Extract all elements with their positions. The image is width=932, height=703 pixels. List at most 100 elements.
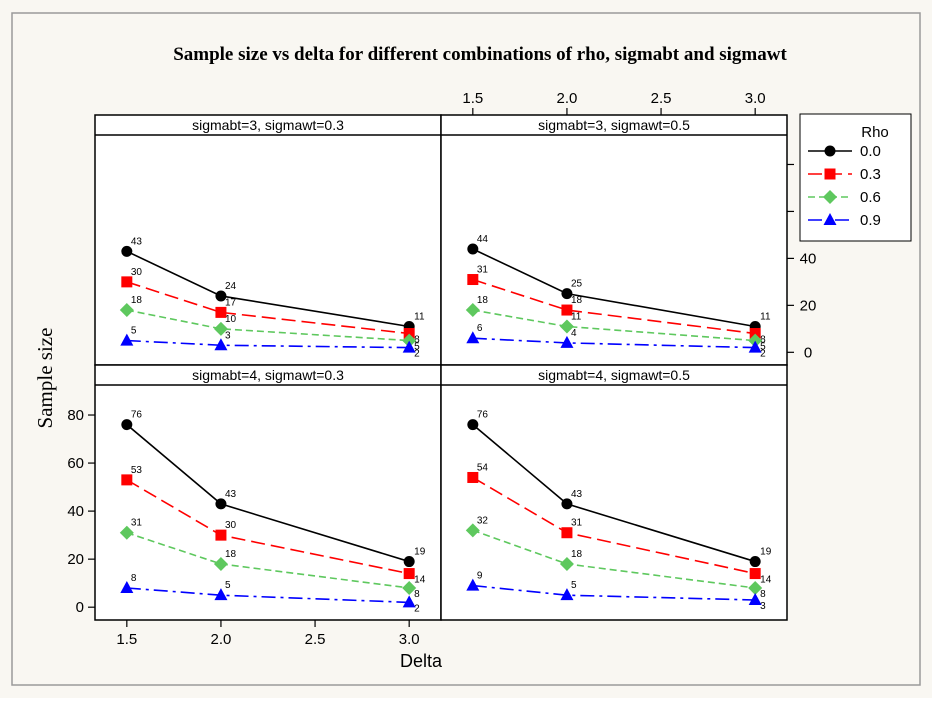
- data-point: [215, 529, 227, 541]
- legend-label: 0.0: [860, 143, 881, 160]
- data-point: [215, 498, 227, 510]
- data-point: [121, 245, 133, 257]
- data-label: 14: [414, 575, 426, 586]
- data-label: 19: [414, 547, 426, 558]
- data-label: 3: [225, 330, 231, 341]
- data-label: 30: [225, 520, 237, 531]
- legend-marker: [823, 213, 837, 225]
- data-label: 11: [414, 311, 425, 322]
- data-label: 6: [477, 323, 483, 334]
- data-point: [402, 595, 416, 608]
- data-label: 24: [225, 281, 237, 292]
- x-tick-label: 2.5: [305, 631, 326, 648]
- data-label: 76: [131, 410, 143, 421]
- data-point: [467, 471, 479, 483]
- data-label: 11: [571, 311, 582, 322]
- data-label: 2: [760, 349, 766, 360]
- data-point: [748, 580, 763, 595]
- data-label: 18: [477, 295, 489, 306]
- legend-title: Rho: [861, 124, 889, 141]
- series-rho-0.3: 54 31 14: [467, 462, 772, 586]
- data-point: [121, 276, 133, 288]
- data-point: [465, 523, 480, 538]
- data-label: 8: [131, 573, 137, 584]
- panel-frame: [440, 364, 788, 621]
- panel-frame: [440, 114, 788, 366]
- data-point: [402, 340, 416, 353]
- series-rho-0.6: 18 10 5: [119, 295, 420, 353]
- y-tick-label: 20: [67, 551, 84, 568]
- series-rho-0.6: 18 11 5: [465, 295, 766, 353]
- data-label: 32: [477, 515, 489, 526]
- data-label: 14: [760, 575, 772, 586]
- panel-frame: [94, 114, 442, 366]
- data-label: 5: [760, 342, 766, 353]
- data-label: 2: [414, 349, 420, 360]
- panel-strip-label: sigmabt=4, sigmawt=0.3: [192, 367, 344, 383]
- panel-strip-label: sigmabt=4, sigmawt=0.5: [538, 367, 690, 383]
- legend-box: [799, 113, 912, 242]
- data-label: 8: [760, 335, 766, 346]
- panel-4: sigmabt=4, sigmawt=0.5764319543114321889…: [440, 364, 788, 621]
- data-point: [560, 588, 574, 601]
- data-label: 18: [131, 295, 143, 306]
- series-rho-0.6: 31 18 8: [119, 518, 420, 600]
- series-rho-0.6: 32 18 8: [465, 515, 766, 600]
- data-point: [559, 319, 574, 334]
- data-point: [561, 527, 573, 539]
- data-label: 76: [477, 410, 489, 421]
- data-point: [559, 556, 574, 571]
- data-point: [466, 331, 480, 344]
- panel-2: sigmabt=3, sigmawt=0.5 44 25 11 31 18 8 18 11 5 6 4…: [440, 114, 788, 366]
- x-tick-label: 1.5: [462, 90, 483, 107]
- panel-3: sigmabt=4, sigmawt=0.3764319533014311888…: [94, 364, 442, 621]
- data-label: 18: [225, 549, 237, 560]
- data-point: [748, 340, 762, 353]
- chart-title: Sample size vs delta for different combi…: [173, 44, 787, 65]
- data-point: [467, 243, 479, 255]
- series-rho-0.3: 31 18 8: [467, 265, 766, 346]
- data-label: 8: [414, 589, 420, 600]
- series-line: [126, 309, 410, 342]
- data-label: 10: [225, 314, 237, 325]
- legend-entry: 0.0: [808, 143, 881, 160]
- data-label: 5: [225, 580, 231, 591]
- y-tick-label: 20: [800, 297, 817, 314]
- legend-entry: 0.9: [808, 212, 881, 229]
- data-label: 2: [414, 603, 420, 614]
- panel-strip-label: sigmabt=3, sigmawt=0.5: [538, 117, 690, 133]
- data-label: 17: [225, 297, 237, 308]
- data-label: 31: [131, 518, 143, 529]
- legend-marker: [824, 168, 836, 180]
- data-point: [213, 321, 228, 336]
- legend: Rho 0.0 0.3 0.6 0.9: [799, 113, 912, 242]
- data-point: [465, 303, 480, 318]
- data-point: [403, 568, 415, 580]
- data-label: 8: [414, 335, 420, 346]
- data-point: [215, 306, 227, 318]
- series-rho-0.3: 30 17 8: [121, 267, 420, 346]
- data-point: [402, 580, 417, 595]
- data-point: [749, 328, 761, 340]
- series-rho-0.9: 6 4 2: [466, 323, 766, 360]
- data-label: 31: [571, 518, 583, 529]
- x-axis-title: Delta: [400, 651, 443, 671]
- data-point: [120, 333, 134, 346]
- data-label: 8: [760, 589, 766, 600]
- legend-entry: 0.6: [808, 189, 881, 206]
- data-label: 25: [571, 279, 583, 290]
- y-tick-label: 0: [76, 599, 84, 616]
- data-point: [402, 333, 417, 348]
- series-rho-0.9: 8 5 2: [120, 573, 420, 614]
- series-rho-0.9: 5 3 2: [120, 326, 420, 360]
- y-tick-label: 40: [800, 250, 817, 267]
- legend-marker: [824, 145, 836, 157]
- data-label: 19: [760, 547, 772, 558]
- data-label: 43: [571, 489, 583, 500]
- data-point: [748, 592, 762, 605]
- series-rho-0.0: 43 24 11: [121, 236, 425, 332]
- x-tick-label: 3.0: [399, 631, 420, 648]
- data-label: 5: [414, 342, 420, 353]
- data-label: 43: [131, 236, 143, 247]
